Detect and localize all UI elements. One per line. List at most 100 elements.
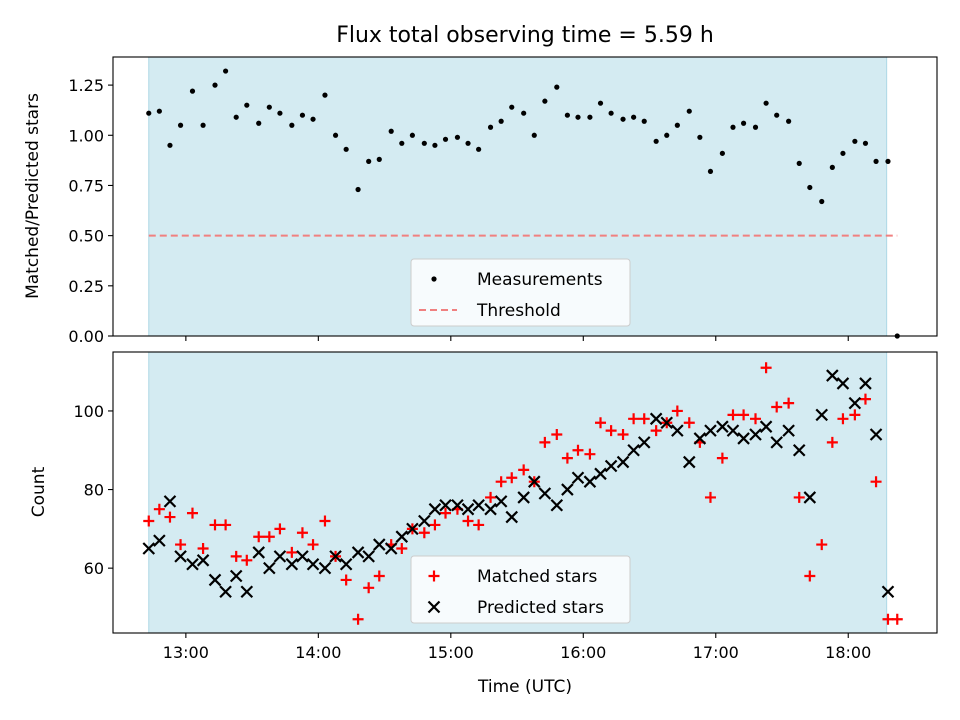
- data-point: [484, 502, 497, 516]
- data-point: [406, 522, 419, 536]
- data-point: [807, 184, 813, 191]
- data-point: [584, 448, 596, 460]
- data-point: [738, 409, 750, 421]
- data-point: [177, 122, 184, 128]
- data-point: [608, 110, 614, 116]
- data-point: [650, 425, 662, 437]
- data-point: [175, 539, 187, 551]
- data-point: [142, 542, 156, 555]
- data-point: [561, 452, 573, 464]
- data-point: [595, 417, 607, 429]
- data-point: [660, 416, 674, 430]
- data-point: [671, 424, 684, 437]
- chart-title: Flux total observing time = 5.59 h: [336, 23, 714, 48]
- data-point: [759, 420, 773, 433]
- data-point: [649, 412, 663, 426]
- data-point: [487, 124, 494, 130]
- data-point: [786, 118, 792, 124]
- data-point: [749, 428, 762, 441]
- data-point: [244, 102, 250, 108]
- data-point: [770, 436, 783, 449]
- y-tick-label: 0.75: [68, 176, 104, 195]
- data-point: [763, 100, 769, 106]
- data-point: [277, 110, 283, 116]
- data-point: [859, 377, 872, 390]
- data-point: [146, 110, 152, 116]
- data-point: [561, 483, 574, 496]
- data-point: [322, 92, 328, 98]
- data-point: [363, 582, 375, 594]
- legend-label: Threshold: [476, 301, 561, 321]
- data-point: [671, 405, 683, 417]
- data-point: [803, 491, 817, 504]
- data-point: [551, 429, 563, 441]
- data-point: [299, 112, 306, 118]
- data-point: [200, 122, 206, 128]
- data-point: [485, 491, 497, 503]
- data-point: [296, 527, 308, 539]
- y-tick-label: 100: [73, 402, 104, 421]
- data-point: [340, 574, 352, 586]
- data-point: [329, 550, 342, 563]
- data-point: [719, 150, 725, 156]
- legend-marker: [431, 276, 437, 282]
- y-tick-label: 1.25: [68, 76, 104, 95]
- y-tick-label: 0.50: [68, 227, 104, 246]
- top-y-axis-label: Matched/Predicted stars: [23, 93, 43, 299]
- data-point: [233, 114, 239, 120]
- data-point: [885, 158, 891, 164]
- data-point: [189, 88, 196, 94]
- data-point: [465, 140, 471, 146]
- data-point: [263, 531, 275, 543]
- data-point: [848, 396, 862, 410]
- data-point: [697, 134, 703, 140]
- data-point: [285, 557, 299, 571]
- data-point: [793, 491, 805, 503]
- data-point: [506, 472, 518, 484]
- legend-label: Predicted stars: [477, 598, 604, 618]
- data-point: [726, 424, 740, 437]
- data-point: [332, 132, 339, 138]
- axes-frame: [112, 56, 938, 337]
- data-point: [737, 432, 750, 445]
- data-point: [521, 110, 527, 116]
- data-point: [716, 452, 728, 464]
- data-point: [355, 186, 361, 193]
- data-point: [153, 503, 165, 515]
- data-point: [197, 543, 209, 555]
- data-point: [617, 429, 629, 441]
- data-point: [620, 116, 626, 122]
- data-point: [306, 557, 320, 571]
- data-point: [638, 413, 650, 425]
- series-predicted-stars: [142, 369, 895, 599]
- x-axis-label: Time (UTC): [477, 677, 572, 697]
- data-point: [352, 613, 364, 625]
- data-point: [395, 530, 409, 543]
- data-point: [862, 140, 869, 146]
- data-point: [223, 68, 229, 74]
- data-point: [631, 114, 637, 120]
- data-point: [476, 146, 482, 152]
- data-point: [174, 550, 187, 563]
- data-point: [771, 401, 783, 413]
- data-point: [153, 534, 166, 547]
- panel-0: 0.00 0.25 0.50 0.75 1.00 1.25 Measurements Thre…: [68, 56, 938, 346]
- data-point: [286, 546, 298, 558]
- data-point: [339, 557, 353, 571]
- data-point: [310, 116, 316, 122]
- data-point: [229, 569, 243, 583]
- data-point: [616, 455, 630, 469]
- data-point: [376, 156, 382, 162]
- data-point: [815, 408, 829, 422]
- data-point: [873, 158, 879, 164]
- data-point: [792, 443, 806, 457]
- data-point: [816, 539, 828, 551]
- data-point: [373, 570, 385, 582]
- data-point: [263, 561, 276, 575]
- data-point: [837, 413, 849, 425]
- data-point: [730, 124, 736, 130]
- data-point: [707, 168, 714, 175]
- data-point: [819, 198, 825, 205]
- data-point: [518, 464, 530, 476]
- data-point: [664, 132, 670, 138]
